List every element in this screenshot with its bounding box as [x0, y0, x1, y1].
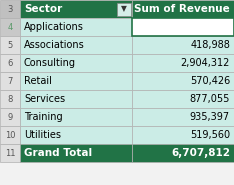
Text: 11: 11	[5, 149, 15, 157]
Bar	[132, 18, 234, 36]
Text: 2,904,312: 2,904,312	[181, 58, 230, 68]
Text: 8: 8	[7, 95, 13, 103]
Bar	[132, 90, 234, 108]
Bar	[132, 126, 234, 144]
Bar	[0, 18, 20, 36]
Text: 4: 4	[7, 23, 13, 31]
Bar	[0, 90, 20, 108]
Bar	[20, 0, 132, 18]
Text: Sum of Revenue: Sum of Revenue	[134, 4, 230, 14]
Text: 6,707,812: 6,707,812	[171, 148, 230, 158]
Bar	[0, 36, 20, 54]
Text: 10: 10	[5, 130, 15, 139]
Text: Consulting: Consulting	[24, 58, 76, 68]
Bar	[132, 144, 234, 162]
Bar	[20, 126, 132, 144]
Text: 418,988: 418,988	[190, 40, 230, 50]
Bar	[20, 108, 132, 126]
Text: 9: 9	[7, 112, 13, 122]
Bar	[20, 144, 132, 162]
Text: 5: 5	[7, 41, 13, 50]
Text: 519,560: 519,560	[190, 130, 230, 140]
Bar	[0, 126, 20, 144]
Text: 6: 6	[7, 58, 13, 68]
Bar	[0, 0, 20, 18]
Bar	[20, 36, 132, 54]
Text: Applications: Applications	[24, 22, 84, 32]
Text: 7: 7	[7, 77, 13, 85]
Bar	[132, 108, 234, 126]
Bar	[20, 18, 132, 36]
Text: 877,055: 877,055	[190, 94, 230, 104]
Bar	[0, 54, 20, 72]
Bar	[0, 144, 20, 162]
Bar	[20, 54, 132, 72]
Bar	[132, 36, 234, 54]
Bar	[20, 72, 132, 90]
Bar	[132, 54, 234, 72]
Bar	[20, 90, 132, 108]
Text: Training: Training	[24, 112, 63, 122]
Bar	[0, 72, 20, 90]
Text: ▼: ▼	[121, 4, 127, 14]
Text: 3: 3	[7, 4, 13, 14]
Text: 935,397: 935,397	[190, 112, 230, 122]
Text: Sector: Sector	[24, 4, 62, 14]
Bar	[132, 72, 234, 90]
Bar	[117, 3, 131, 16]
Text: Retail: Retail	[24, 76, 52, 86]
Text: Services: Services	[24, 94, 65, 104]
Text: Associations: Associations	[24, 40, 85, 50]
Text: Utilities: Utilities	[24, 130, 61, 140]
Text: 482,074: 482,074	[190, 22, 230, 32]
Bar	[0, 108, 20, 126]
Text: 570,426: 570,426	[190, 76, 230, 86]
Text: Grand Total: Grand Total	[24, 148, 92, 158]
Bar	[132, 0, 234, 18]
